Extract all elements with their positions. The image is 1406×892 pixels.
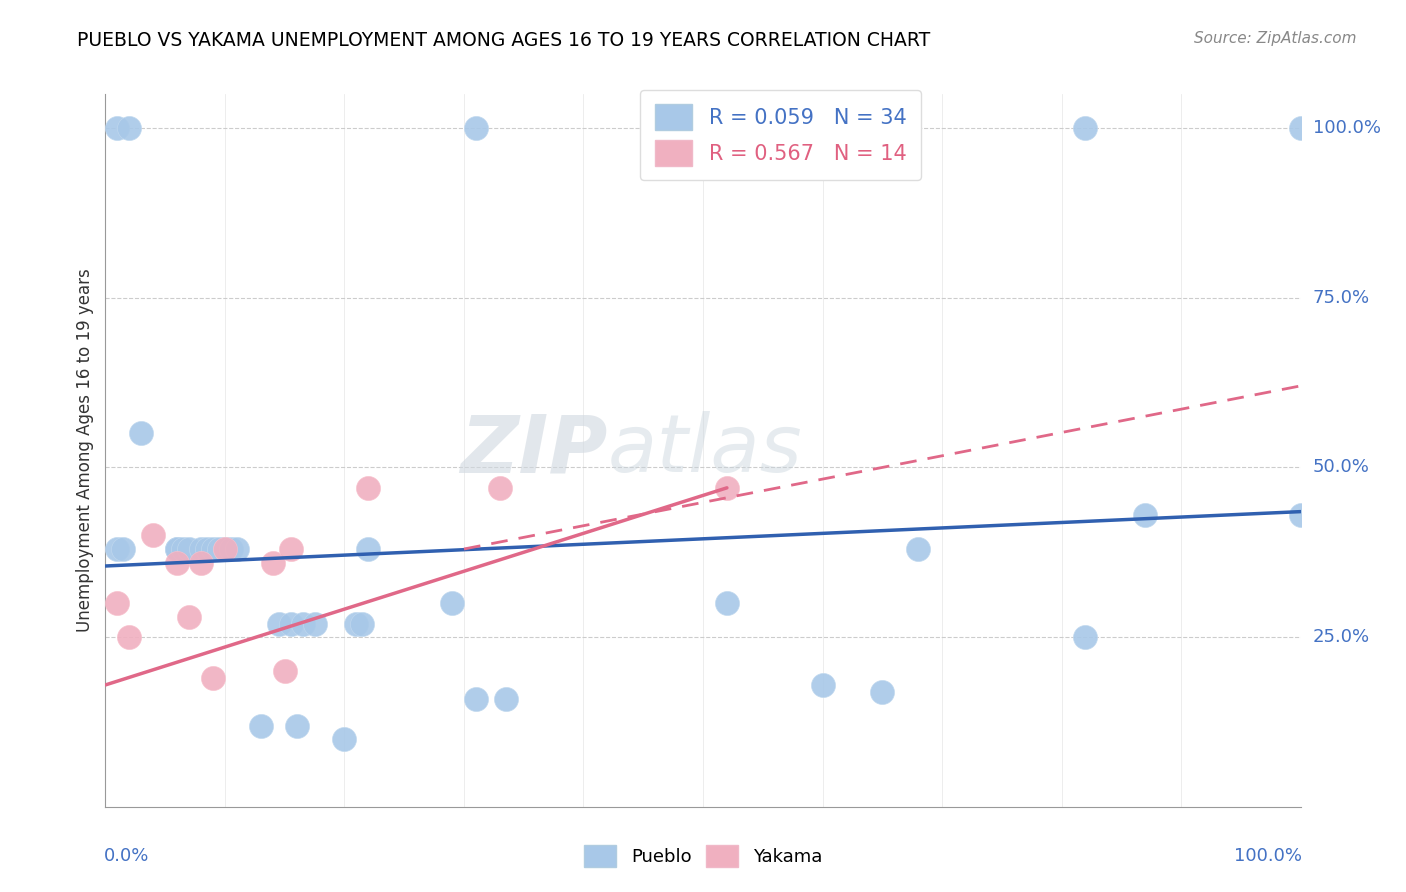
Point [291,616,314,631]
Point [166,556,188,570]
Point [273,665,295,679]
Point [872,684,894,698]
Point [129,426,153,441]
Point [225,541,249,556]
Point [907,541,929,556]
Y-axis label: Unemployment Among Ages 16 to 19 years: Unemployment Among Ages 16 to 19 years [76,268,94,632]
Point [107,120,129,135]
Point [280,541,302,556]
Point [112,541,135,556]
Point [285,719,308,733]
Point [267,616,290,631]
Point [166,541,188,556]
Text: ZIP: ZIP [460,411,607,490]
Text: PUEBLO VS YAKAMA UNEMPLOYMENT AMONG AGES 16 TO 19 YEARS CORRELATION CHART: PUEBLO VS YAKAMA UNEMPLOYMENT AMONG AGES… [77,31,931,50]
Point [716,481,738,495]
Point [172,541,194,556]
Point [440,596,463,610]
Point [304,616,326,631]
Point [250,719,273,733]
Point [166,541,188,556]
Point [208,541,231,556]
Point [262,556,284,570]
Point [177,541,201,556]
Point [219,541,242,556]
Text: 75.0%: 75.0% [1313,288,1369,307]
Point [357,481,380,495]
Point [202,541,225,556]
Text: 0.0%: 0.0% [104,847,149,864]
Point [464,691,488,706]
Point [1074,631,1097,645]
Point [1289,120,1312,135]
Point [190,541,212,556]
Point [107,541,129,556]
Text: 25.0%: 25.0% [1313,628,1369,647]
Point [1074,120,1097,135]
Point [118,631,141,645]
Legend: Pueblo, Yakama: Pueblo, Yakama [576,838,830,874]
Point [107,596,129,610]
Point [190,556,212,570]
Point [177,610,201,624]
Point [1289,508,1312,522]
Point [142,528,165,542]
Point [333,732,356,747]
Point [352,616,374,631]
Legend: R = 0.059   N = 34, R = 0.567   N = 14: R = 0.059 N = 34, R = 0.567 N = 14 [640,90,921,180]
Text: 50.0%: 50.0% [1313,458,1369,476]
Text: atlas: atlas [607,411,803,490]
Point [346,616,368,631]
Point [195,541,218,556]
Text: 100.0%: 100.0% [1313,119,1381,136]
Point [118,120,141,135]
Point [489,481,512,495]
Point [464,120,488,135]
Point [202,671,225,685]
Text: Source: ZipAtlas.com: Source: ZipAtlas.com [1194,31,1357,46]
Point [357,541,380,556]
Point [214,541,236,556]
Point [716,596,738,610]
Point [214,541,236,556]
Point [495,691,517,706]
Point [280,616,302,631]
Point [811,678,834,692]
Text: 100.0%: 100.0% [1233,847,1302,864]
Point [1133,508,1156,522]
